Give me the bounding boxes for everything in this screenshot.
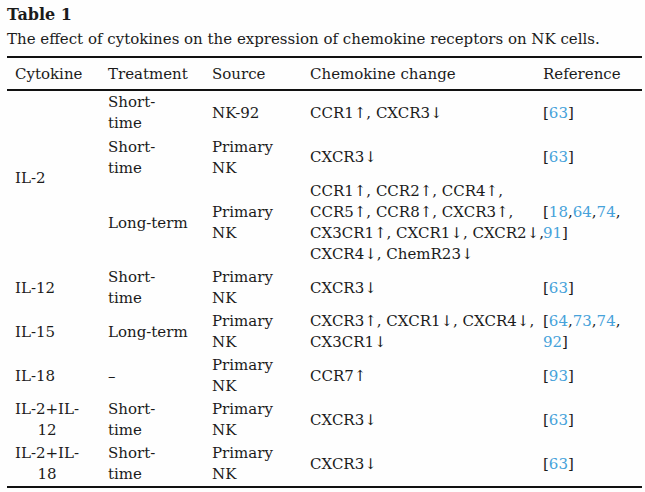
source-cell: PrimaryNK (204, 442, 302, 487)
table-row: IL-2 Short-time NK-92 CCR1↑, CXCR3↓ [63] (7, 90, 642, 135)
source-cell: PrimaryNK (204, 310, 302, 354)
cytokine-label: IL-18 (15, 366, 55, 387)
cytokine-label: IL-12 (15, 278, 55, 299)
comma: , (616, 203, 621, 221)
column-header-chemokine-change: Chemokine change (302, 57, 535, 90)
chemokine-change-cell: CXCR3↓ (302, 442, 535, 487)
reference-link[interactable]: 91 (543, 224, 562, 242)
reference-cell: [18,64,74,91] (535, 180, 642, 266)
reference-cell: [64,73,74,92] (535, 310, 642, 354)
reference-link[interactable]: 63 (549, 279, 568, 297)
column-header-treatment: Treatment (100, 57, 204, 90)
bracket-close: ] (568, 367, 574, 385)
treatment-cell: Short-time (100, 398, 204, 442)
chemokine-change-cell: CCR1↑, CCR2↑, CCR4↑,CCR5↑, CCR8↑, CXCR3↑… (302, 180, 535, 266)
reference-cell: [93] (535, 354, 642, 398)
reference-link[interactable]: 64 (573, 203, 592, 221)
chemokine-change-cell: CXCR3↑, CXCR1↓, CXCR4↓,CX3CR1↓ (302, 310, 535, 354)
treatment-cell: Short-time (100, 266, 204, 310)
source-cell: PrimaryNK (204, 266, 302, 310)
cytokine-label: IL-2+IL-18 (15, 443, 79, 485)
source-cell: PrimaryNK (204, 398, 302, 442)
cytokine-cell: IL-2+IL-18 (7, 442, 100, 487)
column-header-source: Source (204, 57, 302, 90)
table-row: IL-15 Long-term PrimaryNK CXCR3↑, CXCR1↓… (7, 310, 642, 354)
bracket-close: ] (562, 224, 568, 242)
cytokine-cell: IL-18 (7, 354, 100, 398)
reference-cell: [63] (535, 442, 642, 487)
source-cell: NK-92 (204, 90, 302, 135)
bracket-close: ] (568, 279, 574, 297)
reference-link[interactable]: 63 (549, 104, 568, 122)
table-row: IL-2+IL-12 Short-time PrimaryNK CXCR3↓ [… (7, 398, 642, 442)
reference-cell: [63] (535, 266, 642, 310)
source-cell: PrimaryNK (204, 180, 302, 266)
bracket-close: ] (568, 455, 574, 473)
table-row: IL-2+IL-18 Short-time PrimaryNK CXCR3↓ [… (7, 442, 642, 487)
table-row: Short-time PrimaryNK CXCR3↓ [63] (7, 135, 642, 180)
reference-link[interactable]: 63 (549, 148, 568, 166)
paper-table-figure: Table 1 The effect of cytokines on the e… (0, 0, 645, 488)
cytokine-cell: IL-12 (7, 266, 100, 310)
cytokine-label: IL-15 (15, 322, 55, 343)
reference-link[interactable]: 93 (549, 367, 568, 385)
chemokine-change-cell: CXCR3↓ (302, 398, 535, 442)
treatment-cell: Short-time (100, 90, 204, 135)
bracket-close: ] (568, 411, 574, 429)
bracket-close: ] (562, 333, 568, 351)
reference-link[interactable]: 92 (543, 333, 562, 351)
column-header-reference: Reference (535, 57, 642, 90)
table-row: IL-18 – PrimaryNK CCR7↑ [93] (7, 354, 642, 398)
cytokine-label: IL-2 (15, 168, 46, 189)
treatment-cell: Long-term (100, 180, 204, 266)
chemokine-change-cell: CCR7↑ (302, 354, 535, 398)
header-row: Cytokine Treatment Source Chemokine chan… (7, 57, 642, 90)
cytokine-label: IL-2+IL-12 (15, 399, 79, 441)
reference-link[interactable]: 63 (549, 411, 568, 429)
reference-link[interactable]: 73 (573, 312, 592, 330)
reference-link[interactable]: 74 (597, 312, 616, 330)
table-title: Table 1 (7, 5, 645, 25)
treatment-cell: Short-time (100, 135, 204, 180)
cytokine-cell: IL-15 (7, 310, 100, 354)
reference-link[interactable]: 74 (597, 203, 616, 221)
cytokine-cell: IL-2+IL-12 (7, 398, 100, 442)
cytokine-cell: IL-2 (7, 90, 100, 266)
reference-link[interactable]: 64 (549, 312, 568, 330)
treatment-cell: – (100, 354, 204, 398)
treatment-cell: Short-time (100, 442, 204, 487)
comma: , (616, 312, 621, 330)
chemokine-change-cell: CCR1↑, CXCR3↓ (302, 90, 535, 135)
reference-link[interactable]: 18 (549, 203, 568, 221)
reference-cell: [63] (535, 90, 642, 135)
chemokine-change-cell: CXCR3↓ (302, 135, 535, 180)
treatment-cell: Long-term (100, 310, 204, 354)
cytokine-table: Cytokine Treatment Source Chemokine chan… (7, 56, 642, 488)
chemokine-change-cell: CXCR3↓ (302, 266, 535, 310)
bracket-close: ] (568, 148, 574, 166)
reference-cell: [63] (535, 135, 642, 180)
table-caption: The effect of cytokines on the expressio… (7, 29, 637, 49)
reference-cell: [63] (535, 398, 642, 442)
source-cell: PrimaryNK (204, 354, 302, 398)
source-cell: PrimaryNK (204, 135, 302, 180)
table-row: IL-12 Short-time PrimaryNK CXCR3↓ [63] (7, 266, 642, 310)
column-header-cytokine: Cytokine (7, 57, 100, 90)
bracket-close: ] (568, 104, 574, 122)
reference-link[interactable]: 63 (549, 455, 568, 473)
table-row: Long-term PrimaryNK CCR1↑, CCR2↑, CCR4↑,… (7, 180, 642, 266)
